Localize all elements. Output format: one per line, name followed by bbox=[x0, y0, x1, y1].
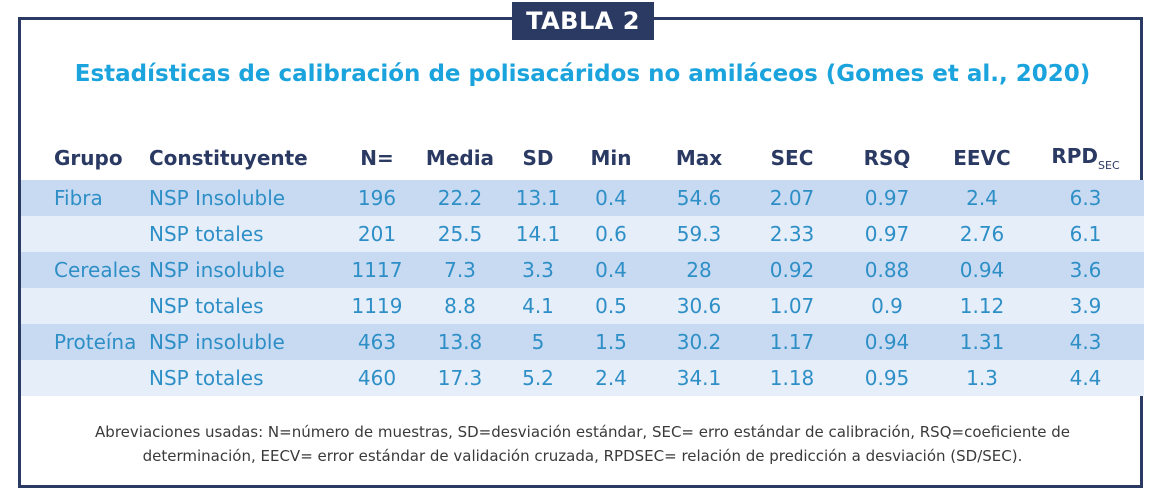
cell-constituyente: NSP insoluble bbox=[149, 324, 339, 360]
cell-max: 30.6 bbox=[651, 288, 747, 324]
cell-media: 22.2 bbox=[415, 180, 505, 216]
cell-rsq: 0.94 bbox=[837, 324, 937, 360]
cell-rpd: 4.4 bbox=[1027, 360, 1144, 396]
cell-sd: 4.1 bbox=[505, 288, 571, 324]
header-n: N= bbox=[360, 146, 394, 170]
cell-sec: 1.07 bbox=[747, 288, 837, 324]
header-min: Min bbox=[590, 146, 632, 170]
cell-media: 25.5 bbox=[415, 216, 505, 252]
cell-sd: 5 bbox=[505, 324, 571, 360]
cell-rpd: 6.3 bbox=[1027, 180, 1144, 216]
table-row: NSP totales 201 25.5 14.1 0.6 59.3 2.33 0.97 2.7… bbox=[21, 216, 1144, 252]
cell-rsq: 0.97 bbox=[837, 216, 937, 252]
cell-sd: 13.1 bbox=[505, 180, 571, 216]
cell-rpd: 6.1 bbox=[1027, 216, 1144, 252]
cell-rsq: 0.88 bbox=[837, 252, 937, 288]
cell-sd: 5.2 bbox=[505, 360, 571, 396]
table-row: Fibra NSP Insoluble 196 22.2 13.1 0.4 54.6 2.07… bbox=[21, 180, 1144, 216]
footnote-line-2: determinación, EECV= error estándar de v… bbox=[142, 447, 1023, 465]
header-rpd: RPDSEC bbox=[1027, 136, 1144, 180]
cell-rsq: 0.95 bbox=[837, 360, 937, 396]
cell-grupo bbox=[21, 288, 149, 324]
table-body: Fibra NSP Insoluble 196 22.2 13.1 0.4 54.6 2.07… bbox=[21, 180, 1144, 396]
cell-max: 59.3 bbox=[651, 216, 747, 252]
header-row: Grupo Constituyente N= Media SD Min Max … bbox=[21, 136, 1144, 180]
cell-eevc: 1.31 bbox=[937, 324, 1027, 360]
header-sec: SEC bbox=[770, 146, 814, 170]
cell-media: 13.8 bbox=[415, 324, 505, 360]
cell-min: 0.6 bbox=[571, 216, 651, 252]
cell-sd: 14.1 bbox=[505, 216, 571, 252]
cell-rpd: 4.3 bbox=[1027, 324, 1144, 360]
cell-min: 1.5 bbox=[571, 324, 651, 360]
table-row: Proteína NSP insoluble 463 13.8 5 1.5 30.2 1.17… bbox=[21, 324, 1144, 360]
cell-constituyente: NSP Insoluble bbox=[149, 180, 339, 216]
header-constituyente: Constituyente bbox=[149, 146, 308, 170]
cell-sec: 1.18 bbox=[747, 360, 837, 396]
cell-rsq: 0.97 bbox=[837, 180, 937, 216]
table-row: NSP totales 1119 8.8 4.1 0.5 30.6 1.07 0.9 1.12 3… bbox=[21, 288, 1144, 324]
cell-eevc: 1.12 bbox=[937, 288, 1027, 324]
cell-max: 28 bbox=[651, 252, 747, 288]
cell-grupo: Proteína bbox=[21, 324, 149, 360]
header-eevc: EEVC bbox=[953, 146, 1011, 170]
cell-min: 0.4 bbox=[571, 180, 651, 216]
cell-grupo: Fibra bbox=[21, 180, 149, 216]
cell-n: 460 bbox=[339, 360, 415, 396]
cell-sec: 0.92 bbox=[747, 252, 837, 288]
cell-max: 54.6 bbox=[651, 180, 747, 216]
header-max: Max bbox=[675, 146, 723, 170]
cell-sd: 3.3 bbox=[505, 252, 571, 288]
cell-constituyente: NSP totales bbox=[149, 360, 339, 396]
cell-grupo: Cereales bbox=[21, 252, 149, 288]
cell-media: 8.8 bbox=[415, 288, 505, 324]
table-number-badge: TABLA 2 bbox=[512, 2, 654, 40]
cell-constituyente: NSP totales bbox=[149, 288, 339, 324]
cell-n: 463 bbox=[339, 324, 415, 360]
calibration-stats-table: Grupo Constituyente N= Media SD Min Max … bbox=[21, 136, 1144, 396]
cell-max: 34.1 bbox=[651, 360, 747, 396]
cell-min: 0.5 bbox=[571, 288, 651, 324]
cell-n: 1119 bbox=[339, 288, 415, 324]
cell-sec: 2.07 bbox=[747, 180, 837, 216]
table-title: Estadísticas de calibración de polisacár… bbox=[74, 61, 1091, 87]
cell-max: 30.2 bbox=[651, 324, 747, 360]
cell-min: 2.4 bbox=[571, 360, 651, 396]
cell-rsq: 0.9 bbox=[837, 288, 937, 324]
cell-sec: 2.33 bbox=[747, 216, 837, 252]
cell-media: 7.3 bbox=[415, 252, 505, 288]
table-row: Cereales NSP insoluble 1117 7.3 3.3 0.4 28 0.92… bbox=[21, 252, 1144, 288]
cell-eevc: 2.4 bbox=[937, 180, 1027, 216]
header-grupo: Grupo bbox=[54, 146, 123, 170]
footnote-line-1: Abreviaciones usadas: N=número de muestr… bbox=[95, 423, 1070, 441]
cell-eevc: 0.94 bbox=[937, 252, 1027, 288]
header-rpd-subscript: SEC bbox=[1098, 159, 1120, 172]
cell-constituyente: NSP totales bbox=[149, 216, 339, 252]
cell-rpd: 3.9 bbox=[1027, 288, 1144, 324]
header-rsq: RSQ bbox=[863, 146, 911, 170]
cell-min: 0.4 bbox=[571, 252, 651, 288]
cell-grupo bbox=[21, 360, 149, 396]
cell-n: 1117 bbox=[339, 252, 415, 288]
header-media: Media bbox=[425, 146, 495, 170]
cell-rpd: 3.6 bbox=[1027, 252, 1144, 288]
cell-n: 201 bbox=[339, 216, 415, 252]
cell-sec: 1.17 bbox=[747, 324, 837, 360]
header-rpd-label: RPD bbox=[1051, 144, 1099, 168]
cell-n: 196 bbox=[339, 180, 415, 216]
header-sd: SD bbox=[522, 146, 554, 170]
cell-eevc: 1.3 bbox=[937, 360, 1027, 396]
cell-grupo bbox=[21, 216, 149, 252]
table-row: NSP totales 460 17.3 5.2 2.4 34.1 1.18 0.95 1.3 4… bbox=[21, 360, 1144, 396]
cell-constituyente: NSP insoluble bbox=[149, 252, 339, 288]
cell-media: 17.3 bbox=[415, 360, 505, 396]
cell-eevc: 2.76 bbox=[937, 216, 1027, 252]
abbreviations-footnote: Abreviaciones usadas: N=número de muestr… bbox=[40, 420, 1125, 468]
